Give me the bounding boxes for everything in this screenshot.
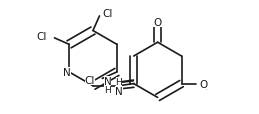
Text: Cl: Cl: [37, 32, 47, 42]
Text: H: H: [116, 78, 122, 86]
Text: O: O: [199, 79, 207, 89]
Text: N: N: [63, 67, 71, 77]
Text: N: N: [115, 86, 123, 96]
Text: Cl: Cl: [103, 9, 113, 18]
Text: Cl: Cl: [85, 75, 95, 85]
Text: H: H: [104, 86, 111, 94]
Text: N: N: [104, 76, 111, 86]
Text: O: O: [154, 18, 162, 28]
